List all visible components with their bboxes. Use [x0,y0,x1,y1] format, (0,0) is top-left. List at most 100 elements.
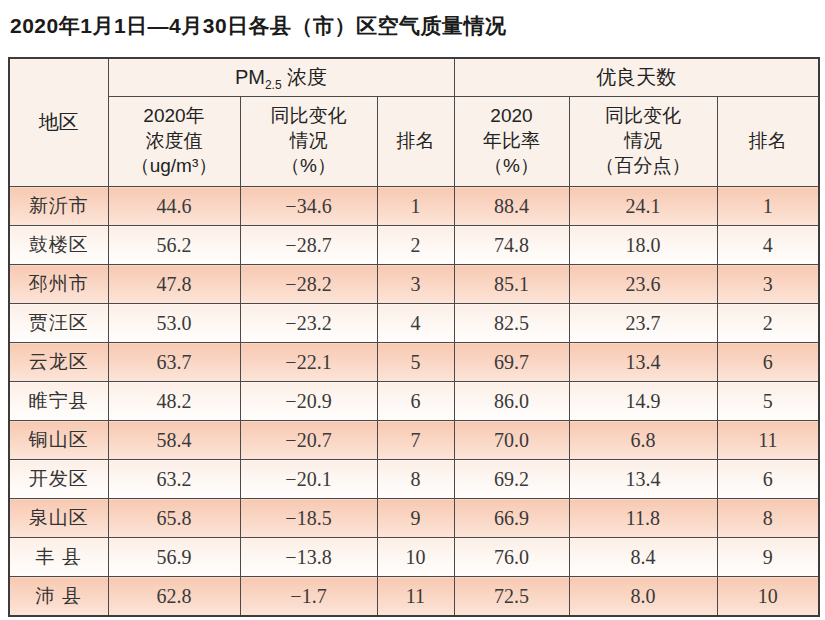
pm-rank-cell: 9 [377,499,454,538]
table-row: 铜山区 58.4 −20.7 7 70.0 6.8 11 [9,421,819,460]
pm-change-cell: −20.7 [240,421,377,460]
good-rank-cell: 9 [717,538,819,577]
good-change-cell: 8.4 [569,538,717,577]
column-group-pm25: PM2.5 浓度 [108,58,454,97]
pm-change-cell: −28.7 [240,226,377,265]
good-rate-cell: 88.4 [454,187,569,226]
good-rank-cell: 11 [717,421,819,460]
header-line: 同比变化 [570,103,717,128]
table-row: 鼓楼区 56.2 −28.7 2 74.8 18.0 4 [9,226,819,265]
good-change-cell: 8.0 [569,577,717,617]
header-line: 情况 [570,128,717,153]
good-change-cell: 18.0 [569,226,717,265]
good-rate-cell: 66.9 [454,499,569,538]
table-row: 新沂市 44.6 −34.6 1 88.4 24.1 1 [9,187,819,226]
pm-rank-cell: 2 [377,226,454,265]
good-rank-cell: 6 [717,460,819,499]
good-rank-cell: 3 [717,265,819,304]
pm-rank-cell: 10 [377,538,454,577]
header-group-row: 地区 PM2.5 浓度 优良天数 [9,58,819,97]
region-cell: 铜山区 [9,421,108,460]
table-row: 泉山区 65.8 −18.5 9 66.9 11.8 8 [9,499,819,538]
header-line: 情况 [241,128,377,153]
header-line: 年比率 [455,128,569,153]
good-rank-cell: 6 [717,343,819,382]
pm-value-cell: 56.2 [108,226,240,265]
region-cell: 鼓楼区 [9,226,108,265]
pm25-label-suffix: 浓度 [282,66,328,88]
pm-change-cell: −20.1 [240,460,377,499]
pm-value-cell: 44.6 [108,187,240,226]
pm25-label-subscript: 2.5 [265,78,282,92]
good-rank-cell: 8 [717,499,819,538]
header-line: （ug/m³） [109,153,240,178]
pm25-label-prefix: PM [235,66,265,88]
pm-change-cell: −28.2 [240,265,377,304]
pm-rank-cell: 1 [377,187,454,226]
pm-value-cell: 58.4 [108,421,240,460]
column-header-good-rate: 2020 年比率 （%） [454,97,569,187]
pm-change-cell: −18.5 [240,499,377,538]
header-line: （百分点） [570,153,717,178]
table-row: 云龙区 63.7 −22.1 5 69.7 13.4 6 [9,343,819,382]
page: 2020年1月1日—4月30日各县（市）区空气质量情况 地区 PM2.5 浓度 … [0,0,825,620]
region-cell: 沛 县 [9,577,108,617]
page-title: 2020年1月1日—4月30日各县（市）区空气质量情况 [10,12,817,40]
table-row: 开发区 63.2 −20.1 8 69.2 13.4 6 [9,460,819,499]
pm-value-cell: 53.0 [108,304,240,343]
table-row: 丰 县 56.9 −13.8 10 76.0 8.4 9 [9,538,819,577]
pm-value-cell: 63.7 [108,343,240,382]
pm-value-cell: 63.2 [108,460,240,499]
header-line: （%） [241,153,377,178]
header-line: 浓度值 [109,128,240,153]
pm-rank-cell: 8 [377,460,454,499]
pm-change-cell: −1.7 [240,577,377,617]
column-header-region: 地区 [9,58,108,187]
column-header-pm-rank: 排名 [377,97,454,187]
pm-value-cell: 48.2 [108,382,240,421]
header-line: 2020 [455,103,569,128]
pm-rank-cell: 5 [377,343,454,382]
pm-value-cell: 56.9 [108,538,240,577]
table-row: 睢宁县 48.2 −20.9 6 86.0 14.9 5 [9,382,819,421]
region-cell: 泉山区 [9,499,108,538]
good-rank-cell: 1 [717,187,819,226]
air-quality-table: 地区 PM2.5 浓度 优良天数 2020年 浓度值 （ug/m³） 同比变化 … [8,57,820,617]
good-change-cell: 23.6 [569,265,717,304]
region-cell: 新沂市 [9,187,108,226]
pm-rank-cell: 7 [377,421,454,460]
pm-rank-cell: 3 [377,265,454,304]
pm-value-cell: 65.8 [108,499,240,538]
good-rank-cell: 10 [717,577,819,617]
pm-value-cell: 47.8 [108,265,240,304]
good-rate-cell: 86.0 [454,382,569,421]
header-sub-row: 2020年 浓度值 （ug/m³） 同比变化 情况 （%） 排名 2020 年比… [9,97,819,187]
column-header-pm-change: 同比变化 情况 （%） [240,97,377,187]
table-row: 沛 县 62.8 −1.7 11 72.5 8.0 10 [9,577,819,617]
region-cell: 开发区 [9,460,108,499]
region-cell: 贾汪区 [9,304,108,343]
table-row: 邳州市 47.8 −28.2 3 85.1 23.6 3 [9,265,819,304]
header-line: 2020年 [109,103,240,128]
pm-rank-cell: 4 [377,304,454,343]
good-rate-cell: 69.7 [454,343,569,382]
good-change-cell: 14.9 [569,382,717,421]
good-rate-cell: 74.8 [454,226,569,265]
region-cell: 睢宁县 [9,382,108,421]
pm-rank-cell: 11 [377,577,454,617]
region-cell: 邳州市 [9,265,108,304]
good-rate-cell: 69.2 [454,460,569,499]
good-rate-cell: 82.5 [454,304,569,343]
good-rank-cell: 2 [717,304,819,343]
pm-change-cell: −34.6 [240,187,377,226]
good-change-cell: 13.4 [569,460,717,499]
good-rank-cell: 5 [717,382,819,421]
column-header-pm-value: 2020年 浓度值 （ug/m³） [108,97,240,187]
pm-rank-cell: 6 [377,382,454,421]
good-rate-cell: 72.5 [454,577,569,617]
pm-value-cell: 62.8 [108,577,240,617]
column-group-good-days: 优良天数 [454,58,819,97]
pm-change-cell: −23.2 [240,304,377,343]
good-rate-cell: 85.1 [454,265,569,304]
pm-change-cell: −22.1 [240,343,377,382]
